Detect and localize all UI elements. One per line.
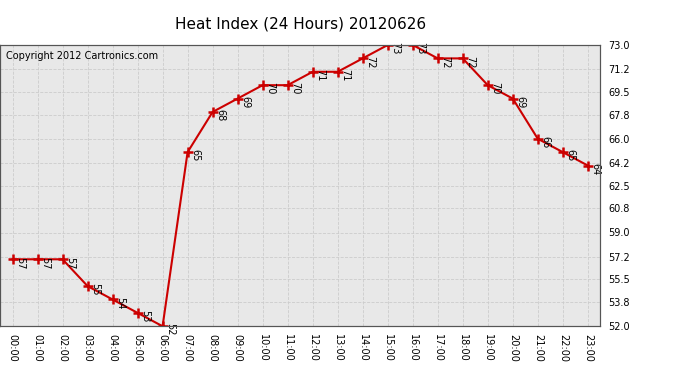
Text: 70: 70 [491,82,500,95]
Text: 55: 55 [90,283,100,296]
Text: Heat Index (24 Hours) 20120626: Heat Index (24 Hours) 20120626 [175,17,426,32]
Text: Copyright 2012 Cartronics.com: Copyright 2012 Cartronics.com [6,51,158,61]
Text: 68: 68 [215,109,226,122]
Text: 71: 71 [315,69,326,81]
Text: 53: 53 [140,310,150,322]
Text: 52: 52 [166,324,175,336]
Text: 57: 57 [40,256,50,269]
Text: 65: 65 [190,149,200,162]
Text: 71: 71 [340,69,351,81]
Text: 66: 66 [540,136,551,148]
Text: 57: 57 [66,256,75,269]
Text: 54: 54 [115,297,126,309]
Text: 65: 65 [566,149,575,162]
Text: 57: 57 [15,256,26,269]
Text: 73: 73 [391,42,400,55]
Text: 73: 73 [415,42,426,55]
Text: 69: 69 [515,96,526,108]
Text: 64: 64 [591,163,600,175]
Text: 69: 69 [240,96,250,108]
Text: 70: 70 [290,82,300,95]
Text: 72: 72 [440,56,451,68]
Text: 70: 70 [266,82,275,95]
Text: 72: 72 [366,56,375,68]
Text: 72: 72 [466,56,475,68]
